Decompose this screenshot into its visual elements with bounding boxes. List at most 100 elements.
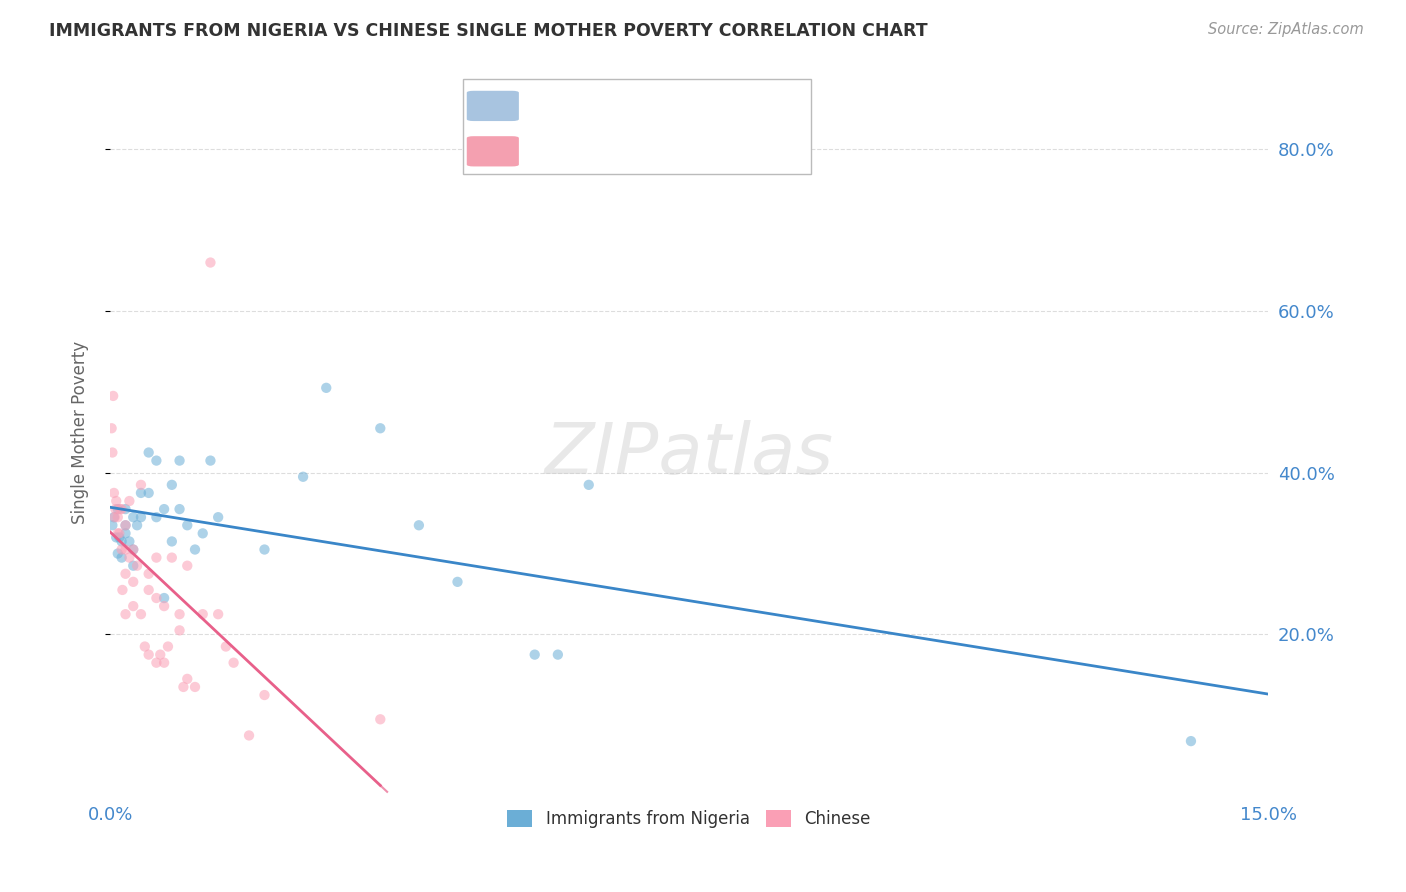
Point	[111, 502, 134, 516]
Point	[292, 469, 315, 483]
Point	[111, 542, 134, 557]
Point	[153, 599, 176, 613]
Point	[145, 591, 167, 605]
Point	[547, 648, 569, 662]
Point	[114, 607, 136, 622]
Point	[105, 494, 128, 508]
Point	[153, 656, 176, 670]
Point	[122, 574, 145, 589]
Point	[408, 518, 430, 533]
Point	[446, 574, 468, 589]
Point	[368, 712, 391, 726]
Point	[134, 640, 156, 654]
Point	[101, 389, 124, 403]
Point	[122, 542, 145, 557]
Point	[104, 510, 127, 524]
Point	[114, 518, 136, 533]
Point	[368, 421, 391, 435]
Point	[169, 453, 191, 467]
Point	[207, 510, 229, 524]
Point	[122, 599, 145, 613]
Point	[127, 518, 149, 533]
Point	[222, 656, 245, 670]
Point	[176, 558, 198, 573]
Point	[315, 381, 337, 395]
Point	[153, 591, 176, 605]
Point	[176, 518, 198, 533]
Point	[129, 607, 152, 622]
Point	[253, 688, 276, 702]
Text: Source: ZipAtlas.com: Source: ZipAtlas.com	[1208, 22, 1364, 37]
Point	[103, 510, 125, 524]
Point	[107, 502, 129, 516]
Point	[129, 486, 152, 500]
Point	[100, 421, 122, 435]
Point	[156, 640, 179, 654]
Point	[145, 656, 167, 670]
Point	[200, 255, 222, 269]
Y-axis label: Single Mother Poverty: Single Mother Poverty	[72, 341, 89, 524]
Point	[111, 534, 134, 549]
Point	[122, 542, 145, 557]
Point	[138, 648, 160, 662]
Point	[191, 607, 214, 622]
Point	[107, 526, 129, 541]
Point	[118, 550, 141, 565]
Point	[1180, 734, 1202, 748]
Point	[114, 542, 136, 557]
Point	[215, 640, 238, 654]
Point	[108, 530, 131, 544]
Point	[122, 510, 145, 524]
Point	[191, 526, 214, 541]
Point	[108, 502, 131, 516]
Text: IMMIGRANTS FROM NIGERIA VS CHINESE SINGLE MOTHER POVERTY CORRELATION CHART: IMMIGRANTS FROM NIGERIA VS CHINESE SINGL…	[49, 22, 928, 40]
Point	[138, 445, 160, 459]
Point	[114, 502, 136, 516]
Point	[111, 550, 134, 565]
Point	[111, 582, 134, 597]
Point	[207, 607, 229, 622]
Point	[122, 558, 145, 573]
Point	[129, 510, 152, 524]
Point	[160, 534, 183, 549]
Point	[127, 558, 149, 573]
Point	[138, 486, 160, 500]
Point	[104, 502, 127, 516]
Point	[160, 550, 183, 565]
Point	[138, 566, 160, 581]
Point	[145, 453, 167, 467]
Point	[107, 510, 129, 524]
Point	[169, 607, 191, 622]
Text: ZIPatlas: ZIPatlas	[544, 419, 834, 489]
Point	[145, 550, 167, 565]
Point	[172, 680, 194, 694]
Point	[184, 542, 207, 557]
Point	[101, 518, 124, 533]
Point	[523, 648, 546, 662]
Point	[107, 547, 129, 561]
Point	[118, 494, 141, 508]
Point	[138, 582, 160, 597]
Point	[238, 729, 260, 743]
Point	[108, 526, 131, 541]
Point	[253, 542, 276, 557]
Point	[114, 566, 136, 581]
Legend: Immigrants from Nigeria, Chinese: Immigrants from Nigeria, Chinese	[501, 804, 877, 835]
Point	[169, 502, 191, 516]
Point	[200, 453, 222, 467]
Point	[103, 486, 125, 500]
Point	[160, 478, 183, 492]
Point	[118, 534, 141, 549]
Point	[184, 680, 207, 694]
Point	[145, 510, 167, 524]
Point	[169, 624, 191, 638]
Point	[578, 478, 600, 492]
Point	[129, 478, 152, 492]
Point	[105, 530, 128, 544]
Point	[153, 502, 176, 516]
Point	[149, 648, 172, 662]
Point	[114, 526, 136, 541]
Point	[101, 445, 124, 459]
Point	[114, 518, 136, 533]
Point	[176, 672, 198, 686]
